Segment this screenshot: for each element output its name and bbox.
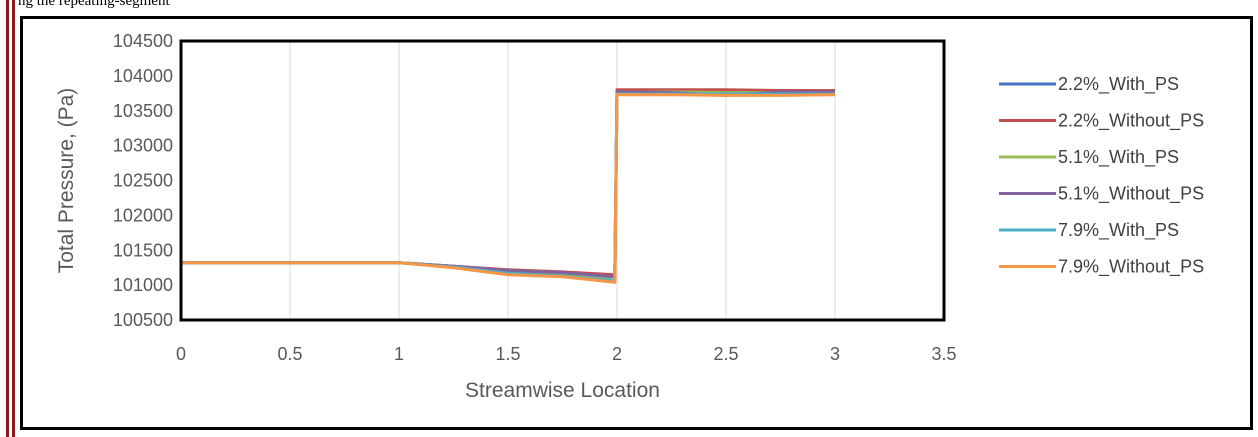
legend-label: 7.9%_Without_PS: [1058, 257, 1204, 278]
x-tick-label: 1.5: [495, 344, 520, 364]
page-border-rule: [6, 0, 9, 437]
legend-label: 2.2%_With_PS: [1058, 74, 1179, 95]
legend-label: 7.9%_With_PS: [1058, 220, 1179, 241]
x-tick-label: 3.5: [931, 344, 956, 364]
series-lines: [181, 88, 836, 284]
x-tick-label: 0.5: [277, 344, 302, 364]
y-tick-label: 100500: [113, 310, 173, 330]
legend-label: 2.2%_Without_PS: [1058, 111, 1204, 132]
legend-label: 5.1%_Without_PS: [1058, 184, 1204, 205]
chart-frame: [20, 16, 1253, 430]
y-tick-label: 103500: [113, 101, 173, 121]
y-axis-ticks: 104500 104000 103500 103000 102500 102000 1015…: [113, 31, 173, 330]
x-tick-label: 0: [176, 344, 186, 364]
x-axis-title: Streamwise Location: [465, 379, 660, 402]
legend-label: 5.1%_With_PS: [1058, 147, 1179, 168]
plot-area-border: [179, 39, 946, 322]
y-axis-title: Total Pressure, (Pa): [55, 88, 78, 274]
y-tick-label: 103000: [113, 136, 173, 156]
series-line-5: [181, 93, 836, 284]
y-tick-label: 101500: [113, 240, 173, 260]
caption-fragment: ng the repeating-segment: [18, 0, 170, 9]
x-tick-label: 2.5: [713, 344, 738, 364]
y-tick-label: 101000: [113, 275, 173, 295]
y-tick-label: 102000: [113, 205, 173, 225]
y-tick-label: 104500: [113, 31, 173, 51]
y-tick-label: 102500: [113, 171, 173, 191]
x-tick-label: 2: [612, 344, 622, 364]
x-tick-label: 1: [394, 344, 404, 364]
page-border-rule: [12, 0, 15, 437]
y-tick-label: 104000: [113, 66, 173, 86]
x-axis-ticks: 0 0.5 1 1.5 2 2.5 3 3.5: [176, 344, 957, 364]
x-tick-label: 3: [830, 344, 840, 364]
legend: 2.2%_With_PS 2.2%_Without_PS 5.1%_With_PS 5…: [999, 74, 1204, 278]
